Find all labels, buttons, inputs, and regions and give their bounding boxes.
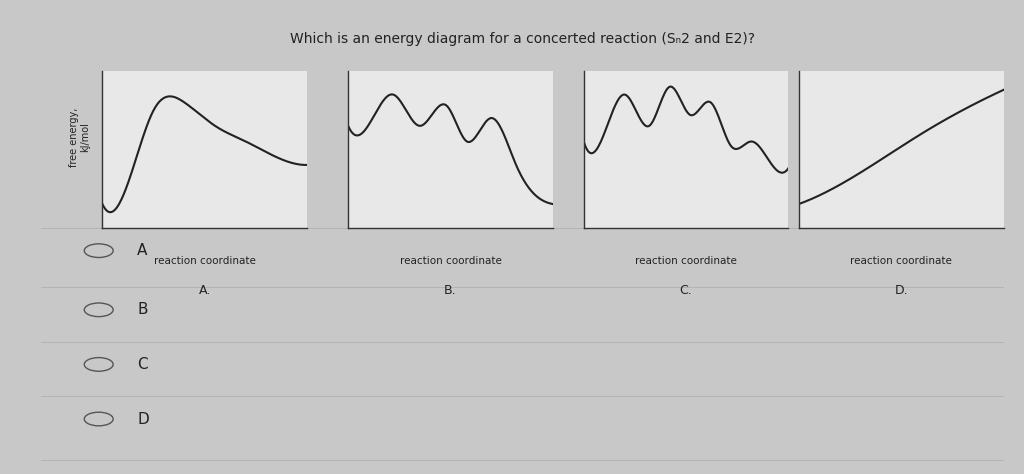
Text: B: B	[137, 302, 147, 317]
Text: Which is an energy diagram for a concerted reaction (Sₙ2 and E2)?: Which is an energy diagram for a concert…	[290, 32, 755, 46]
Text: B.: B.	[444, 284, 457, 297]
Text: A: A	[137, 243, 147, 258]
Text: A.: A.	[199, 284, 211, 297]
Text: reaction coordinate: reaction coordinate	[399, 256, 502, 266]
Text: C.: C.	[680, 284, 692, 297]
Text: D: D	[137, 411, 148, 427]
Text: reaction coordinate: reaction coordinate	[154, 256, 256, 266]
Text: reaction coordinate: reaction coordinate	[850, 256, 952, 266]
Text: reaction coordinate: reaction coordinate	[635, 256, 737, 266]
Text: free energy,
kJ/mol: free energy, kJ/mol	[69, 107, 90, 166]
Text: D.: D.	[894, 284, 908, 297]
Text: C: C	[137, 357, 147, 372]
